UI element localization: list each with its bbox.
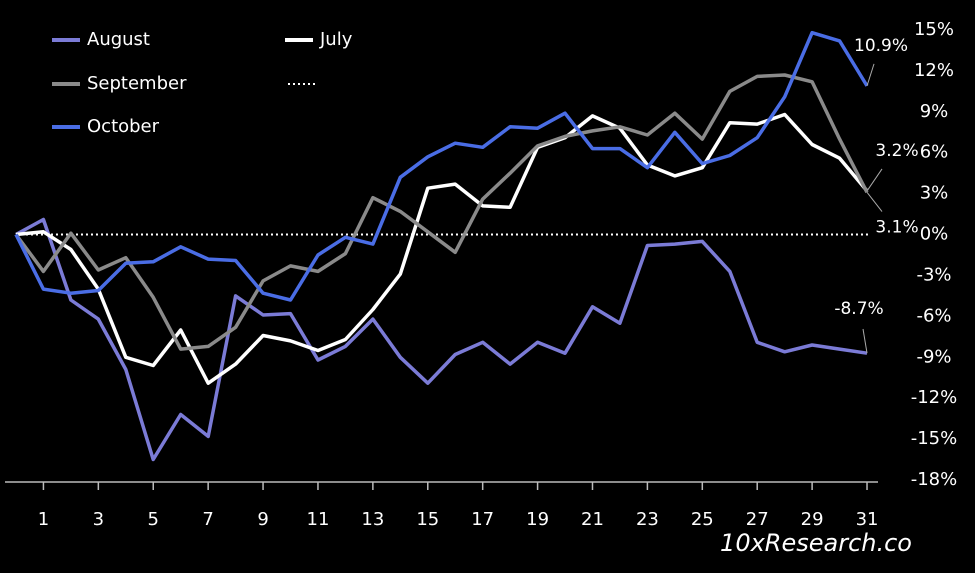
x-tick-label: 25 (691, 509, 714, 530)
x-tick-label: 11 (307, 509, 330, 530)
series-line (15, 217, 868, 462)
x-tick-label: 17 (471, 509, 494, 530)
x-tick-label: 23 (636, 509, 659, 530)
x-tick-label: 31 (856, 509, 879, 530)
y-tick-label: -9% (916, 346, 951, 367)
series-line (15, 112, 869, 385)
x-tick-label: 27 (746, 509, 769, 530)
x-tick-label: 19 (526, 509, 549, 530)
y-tick-label: 15% (914, 19, 954, 40)
legend-label: October (87, 116, 160, 137)
label-connector (862, 328, 868, 354)
x-tick-label: 21 (581, 509, 604, 530)
legend-label: September (87, 73, 187, 94)
x-tick-label: 9 (257, 509, 268, 530)
data-label: -8.7% (834, 299, 883, 319)
y-tick-label: -12% (911, 387, 958, 408)
data-label: 10.9% (854, 36, 908, 56)
x-tick-label: 13 (361, 509, 384, 530)
y-tick-label: 6% (920, 142, 949, 163)
x-tick-label: 5 (148, 509, 159, 530)
x-tick-label: 1 (38, 509, 49, 530)
y-tick-label: -15% (911, 428, 958, 449)
legend-label: July (319, 29, 353, 50)
label-connector (866, 168, 883, 192)
series-line (14, 73, 869, 351)
watermark: 10xResearch.co (720, 529, 912, 557)
x-tick-label: 3 (93, 509, 104, 530)
y-tick-label: -6% (916, 305, 951, 326)
x-tick-label: 15 (416, 509, 439, 530)
series-line (14, 30, 869, 302)
x-tick-label: 7 (202, 509, 213, 530)
label-connector (866, 191, 883, 212)
y-tick-label: 0% (920, 224, 949, 245)
label-connector (866, 63, 875, 87)
x-tick-label: 29 (801, 509, 824, 530)
y-tick-label: 3% (920, 183, 949, 204)
data-label: 3.1% (875, 217, 918, 237)
y-tick-label: 9% (920, 101, 949, 122)
legend-label: August (87, 29, 150, 50)
y-tick-label: -18% (911, 469, 958, 490)
data-label: 3.2% (875, 141, 918, 161)
y-tick-label: -3% (916, 264, 951, 285)
y-tick-label: 12% (914, 60, 954, 81)
